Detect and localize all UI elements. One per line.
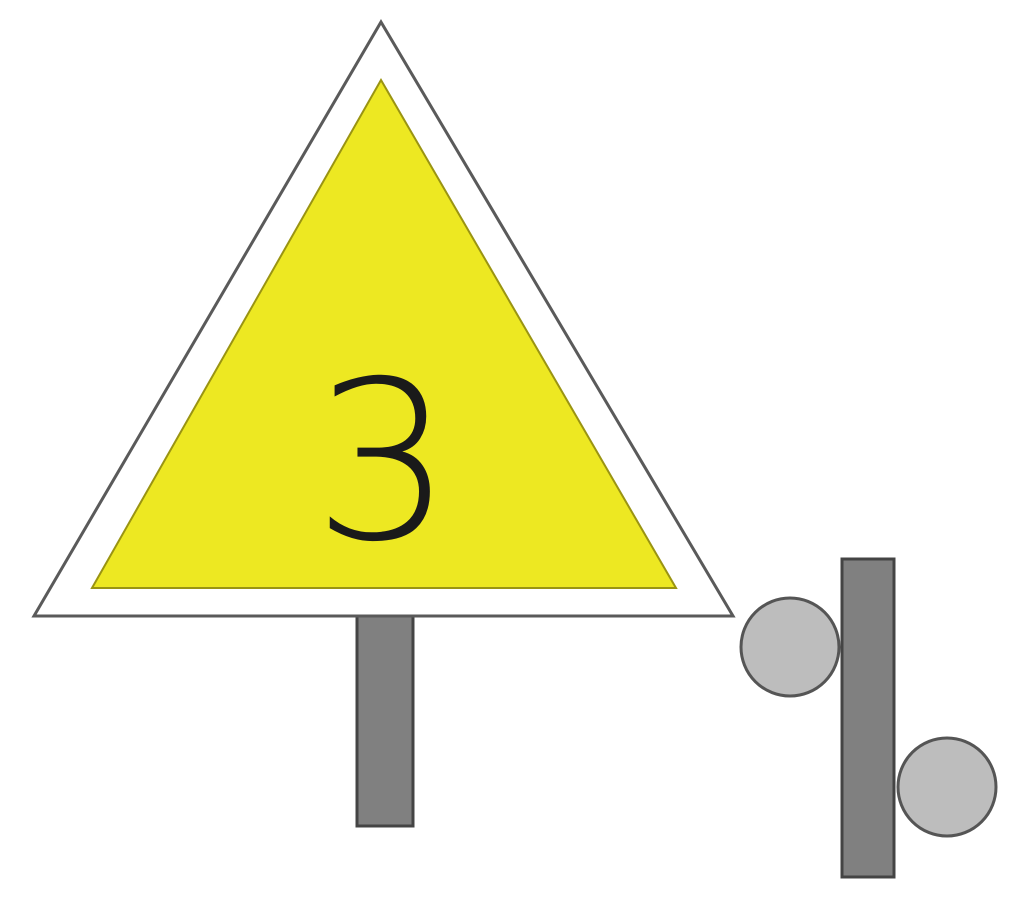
sign-inner-triangle <box>90 77 678 589</box>
barrier-bar <box>840 557 896 879</box>
upper-roller <box>739 596 841 698</box>
sign-number: 3 <box>313 334 453 590</box>
lower-roller <box>896 736 998 838</box>
sign-post <box>355 610 415 828</box>
